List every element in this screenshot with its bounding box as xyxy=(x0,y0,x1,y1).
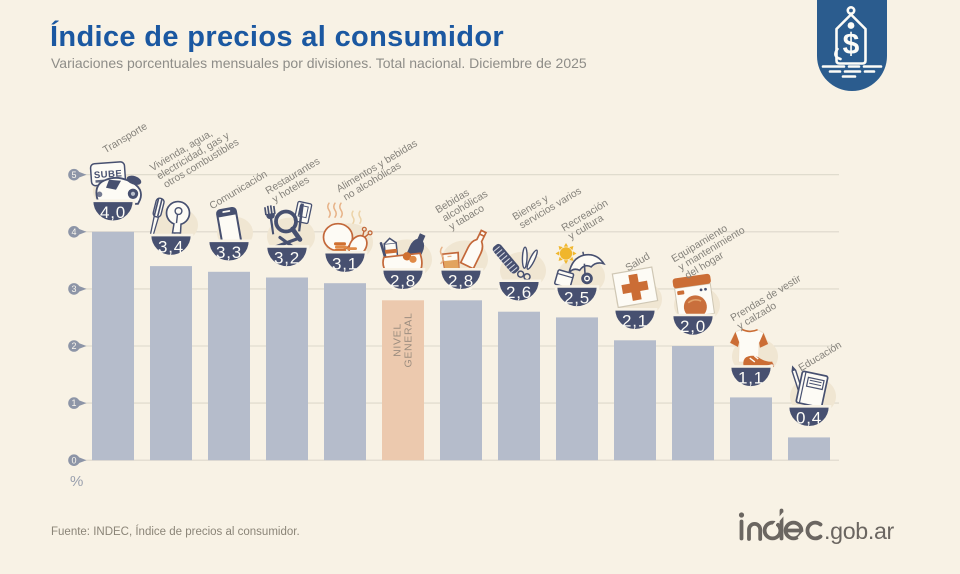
svg-text:Alimentos y bebidas: Alimentos y bebidas xyxy=(335,138,420,195)
svg-text:3,1: 3,1 xyxy=(332,254,358,273)
svg-text:2,8: 2,8 xyxy=(448,272,474,291)
svg-text:Transporte: Transporte xyxy=(101,121,149,156)
svg-text:2,0: 2,0 xyxy=(680,317,706,336)
svg-text:2,6: 2,6 xyxy=(506,283,532,302)
svg-text:0: 0 xyxy=(71,455,76,465)
svg-text:5: 5 xyxy=(71,170,76,180)
svg-text:NIVELGENERAL: NIVELGENERAL xyxy=(392,312,415,367)
svg-text:3,4: 3,4 xyxy=(158,237,184,256)
svg-text:3,2: 3,2 xyxy=(274,249,300,268)
svg-text:2,1: 2,1 xyxy=(622,311,648,330)
svg-text:Comunicación: Comunicación xyxy=(208,169,270,212)
svg-text:0,4: 0,4 xyxy=(796,409,822,428)
svg-text:%: % xyxy=(70,473,83,490)
svg-text:2,5: 2,5 xyxy=(564,289,590,308)
svg-text:4: 4 xyxy=(71,227,76,237)
svg-text:1,1: 1,1 xyxy=(738,369,764,388)
svg-text:3: 3 xyxy=(71,284,76,294)
svg-text:4,0: 4,0 xyxy=(100,203,126,222)
svg-text:2,8: 2,8 xyxy=(390,272,416,291)
svg-text:3,3: 3,3 xyxy=(216,243,242,262)
svg-text:Educación: Educación xyxy=(797,340,844,374)
svg-text:$: $ xyxy=(843,28,860,61)
svg-text:1: 1 xyxy=(71,398,76,408)
svg-text:2: 2 xyxy=(71,341,76,351)
